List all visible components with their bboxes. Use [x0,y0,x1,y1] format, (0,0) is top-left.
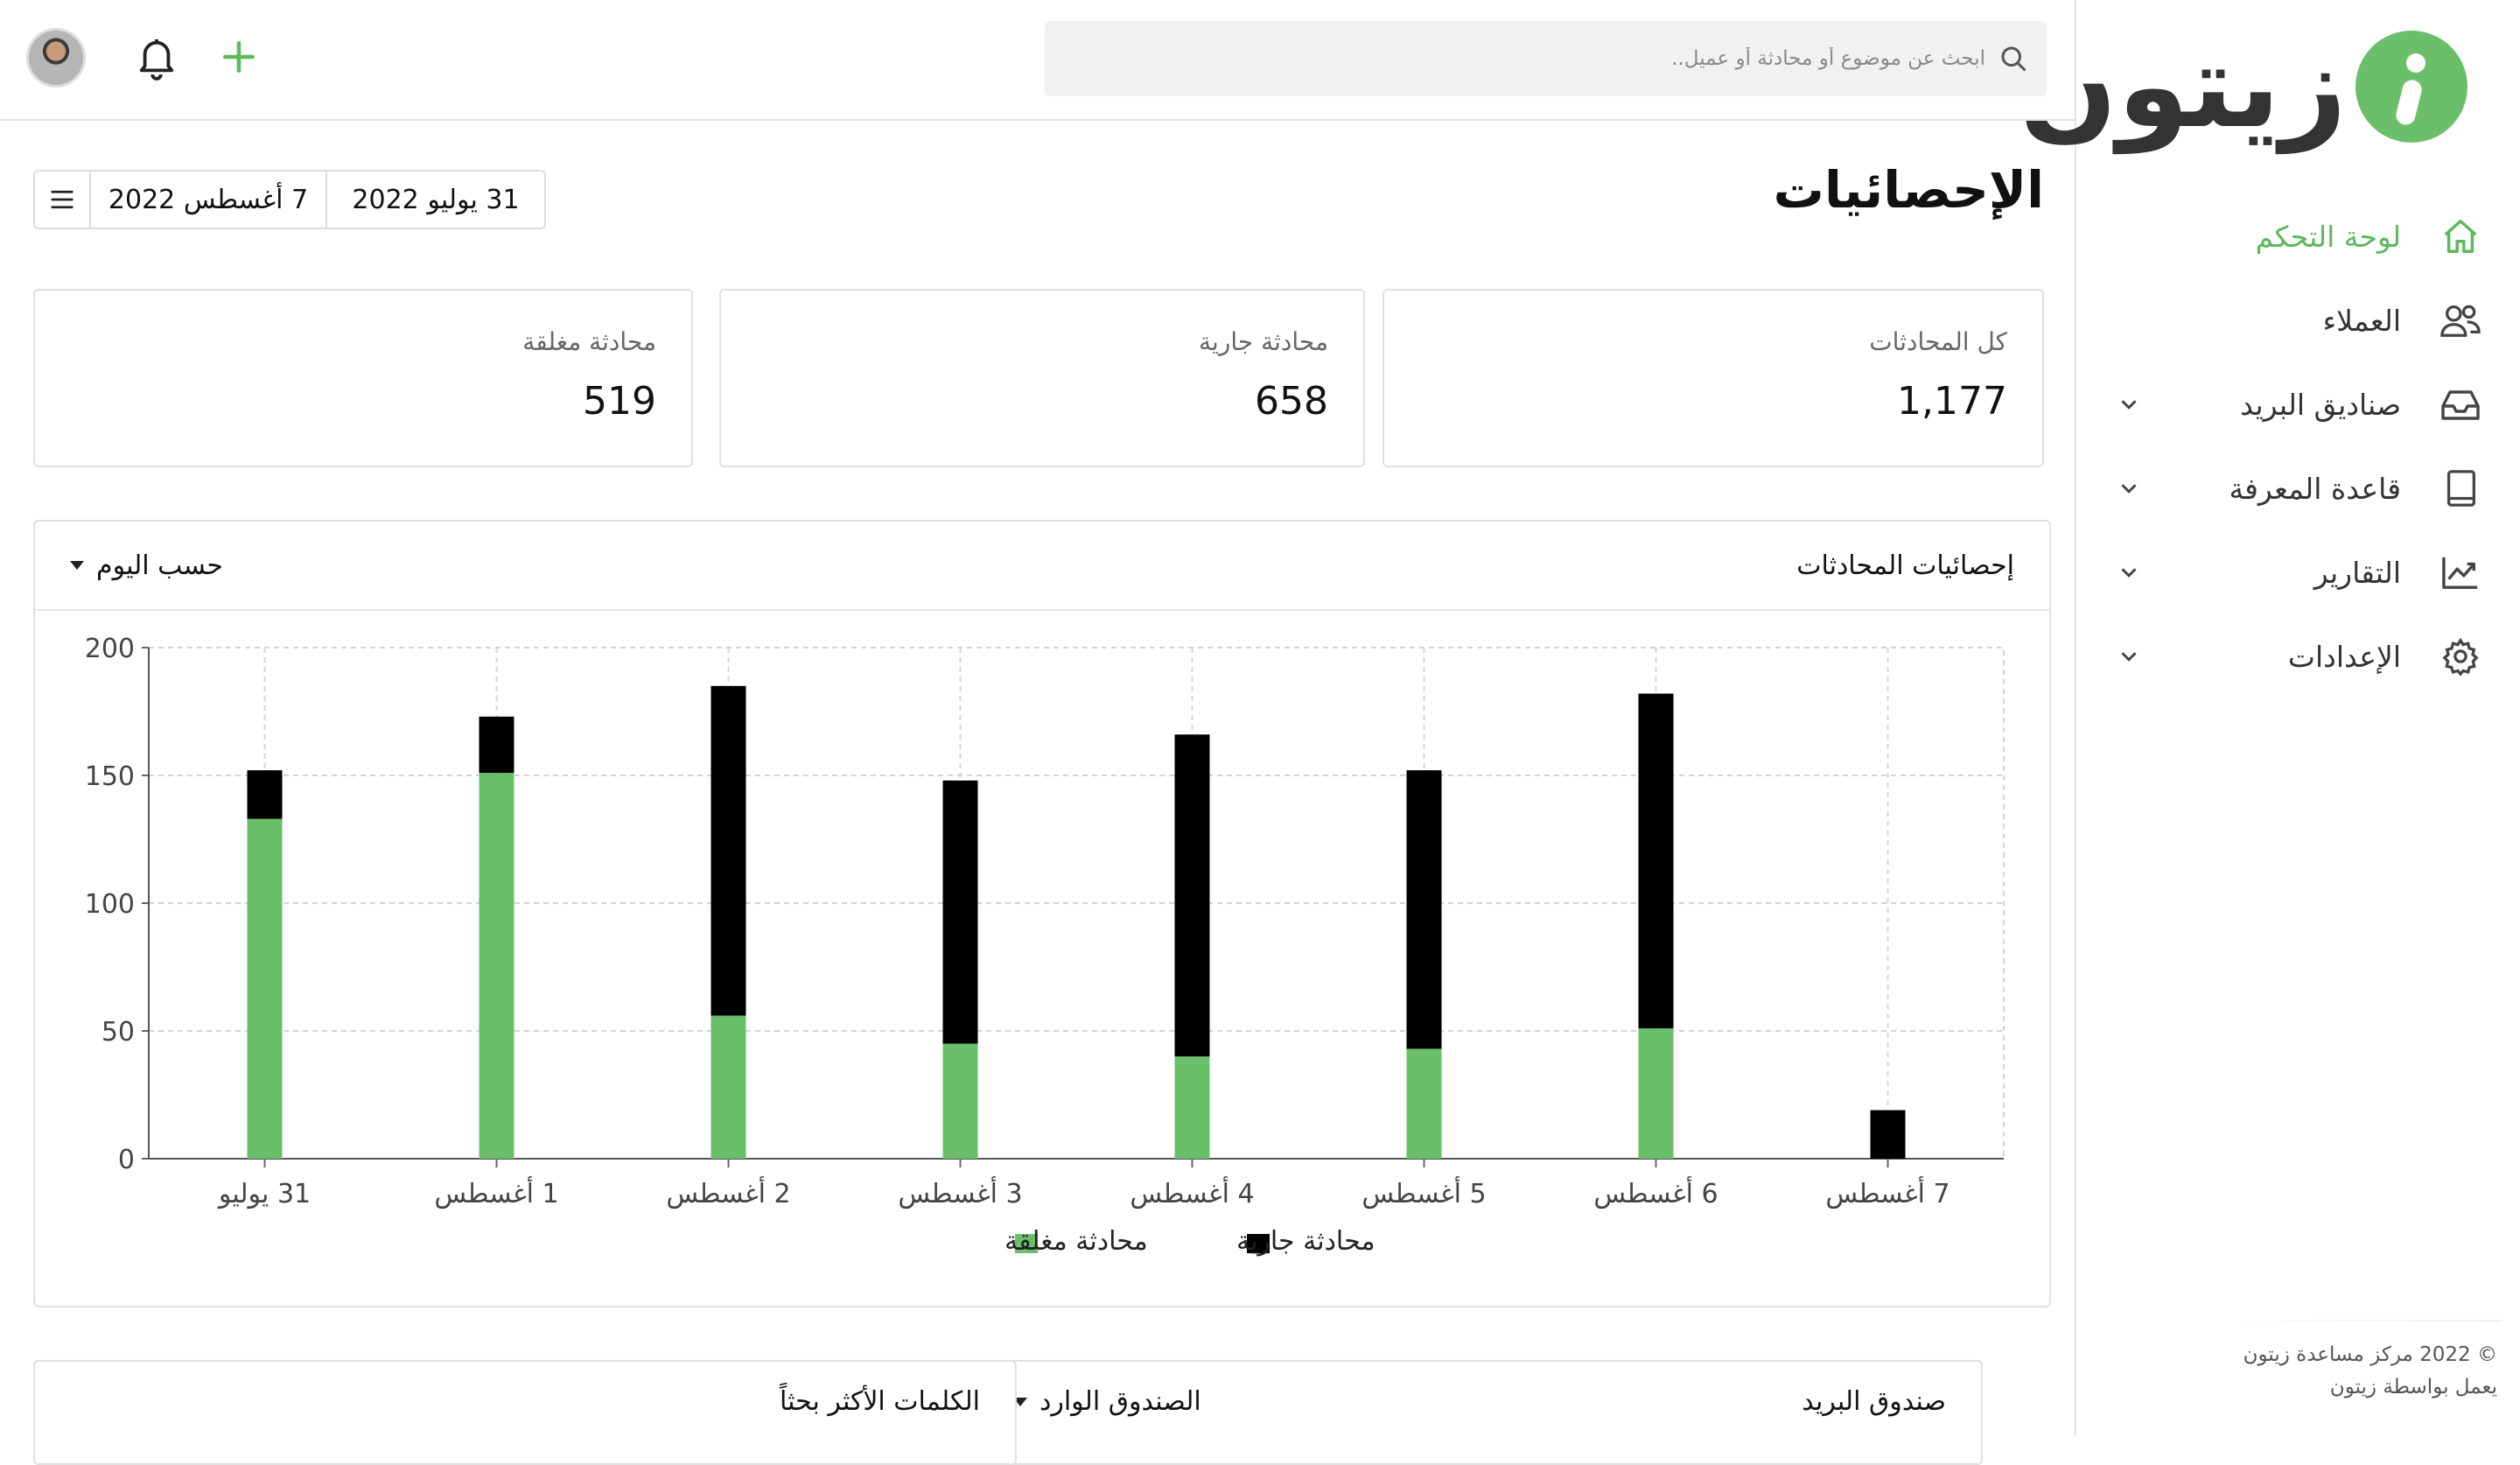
x-tick-label: 4 أغسطس [1130,1175,1254,1209]
caret-down-icon [70,561,84,570]
date-range-picker[interactable]: 31 يوليو 2022 7 أغسطس 2022 [33,170,546,229]
top-bar [0,0,2075,121]
sidebar-footer-divider [2214,1320,2502,1321]
group-by-select[interactable]: حسب اليوم [70,550,223,581]
stat-value: 519 [583,379,656,424]
x-tick-label: 5 أغسطس [1362,1175,1486,1209]
bar-ongoing [247,770,283,819]
sidebar-item-reports[interactable]: التقارير [2075,530,2520,614]
stat-label: محادثة جارية [1199,327,1328,356]
chart-title: إحصائيات المحادثات [1796,550,2014,581]
bar-closed [1638,1028,1674,1159]
legend-label: محادثة مغلقة [1004,1226,1148,1257]
stat-card-closed: محادثة مغلقة 519 [33,289,693,467]
caret-down-icon [1013,1397,1027,1406]
powered-by-text: يعمل بواسطة زيتون [2329,1376,2497,1399]
mailbox-title: صندوق البريد [1802,1386,1946,1417]
gear-icon [2438,634,2483,679]
sidebar-item-label: العملاء [2322,303,2401,338]
bar-closed [1174,1056,1210,1159]
sidebar-item-label: صناديق البريد [2240,387,2401,422]
brand-mark-icon [2356,31,2468,143]
x-tick-label: 3 أغسطس [898,1175,1022,1209]
bar-closed [247,818,283,1159]
sidebar-item-mailboxes[interactable]: صناديق البريد [2075,362,2520,446]
keywords-card: الكلمات الأكثر بحثاً [33,1360,1017,1465]
group-by-value: حسب اليوم [96,550,223,581]
bell-icon[interactable] [136,35,177,81]
search-icon [2001,46,2026,72]
x-tick-label: 2 أغسطس [666,1175,790,1209]
stat-value: 1,177 [1897,379,2007,424]
inbox-icon [2438,382,2483,427]
sidebar-item-customers[interactable]: العملاء [2075,278,2520,362]
sidebar-nav: لوحة التحكم العملاء صناديق البريد قاعد [2075,194,2520,698]
sidebar-item-label: قاعدة المعرفة [2229,471,2401,506]
y-tick-label: 100 [85,889,135,920]
y-tick-label: 0 [118,1145,135,1175]
date-from[interactable]: 31 يوليو 2022 [326,172,544,228]
home-icon [2438,214,2483,259]
sidebar-item-label: التقارير [2314,555,2401,590]
stacked-bar-chart: 0 50 100 150 200 31 يوليو 1 أغسطس 2 أغسطس 3 أغسط… [85,634,2005,1257]
bar-ongoing [1638,693,1674,1029]
chevron-down-icon[interactable] [2116,475,2142,501]
x-tick-label: 1 أغسطس [434,1175,558,1209]
plus-icon[interactable] [220,39,257,75]
page-title: الإحصائيات [1773,160,2044,220]
copyright-text: © 2022 مركز مساعدة زيتون [2243,1343,2497,1367]
bar-ongoing [1870,1110,1906,1159]
bar-ongoing [710,685,746,1016]
sidebar-item-dashboard[interactable]: لوحة التحكم [2075,194,2520,278]
legend-label: محادثة جارية [1236,1226,1376,1257]
stat-label: محادثة مغلقة [522,327,656,356]
sidebar: زيتون لوحة التحكم العملاء صناديق الب [2019,0,2520,1435]
bar-closed [942,1043,978,1159]
date-to[interactable]: 7 أغسطس 2022 [89,172,326,228]
x-tick-label: 7 أغسطس [1825,1175,1950,1209]
mailbox-card: صندوق البريد الصندوق الوارد [976,1360,1983,1465]
avatar[interactable] [26,28,86,88]
chevron-down-icon[interactable] [2116,391,2142,417]
date-menu-button[interactable] [35,172,89,228]
mailbox-select[interactable]: الصندوق الوارد [1013,1386,1201,1417]
chart-line-icon [2438,550,2483,595]
sidebar-item-knowledge-base[interactable]: قاعدة المعرفة [2075,446,2520,530]
bar-closed [1406,1048,1442,1159]
y-tick-label: 50 [102,1017,135,1048]
bar-closed [710,1015,746,1159]
bar-ongoing [479,716,514,774]
stat-value: 658 [1255,379,1328,424]
sidebar-item-label: لوحة التحكم [2255,219,2401,254]
search-input[interactable] [1123,32,1998,85]
stat-label: كل المحادثات [1869,327,2007,356]
x-tick-label: 31 يوليو [217,1179,311,1209]
stat-card-ongoing: محادثة جارية 658 [719,289,1365,467]
y-tick-label: 200 [85,634,135,664]
y-tick-label: 150 [85,761,135,792]
keywords-title: الكلمات الأكثر بحثاً [779,1386,980,1417]
stat-card-all: كل المحادثات 1,177 [1382,289,2044,467]
sidebar-item-settings[interactable]: الإعدادات [2075,614,2520,698]
x-tick-label: 6 أغسطس [1593,1175,1718,1209]
brand-logo[interactable]: زيتون [2019,21,2468,152]
mailbox-selected: الصندوق الوارد [1040,1386,1201,1417]
conversations-chart-card: إحصائيات المحادثات حسب اليوم 0 50 100 150 20… [33,520,2051,1307]
sidebar-item-label: الإعدادات [2287,639,2401,674]
legend-swatch [1247,1234,1270,1253]
sidebar-footer: © 2022 مركز مساعدة زيتون يعمل بواسطة زيت… [2244,1339,2497,1404]
search-box[interactable] [1045,21,2047,96]
chevron-down-icon[interactable] [2116,559,2142,585]
bar-ongoing [942,780,978,1044]
bar-ongoing [1406,770,1442,1049]
bar-closed [479,773,514,1159]
menu-icon [51,190,74,209]
legend-swatch [1015,1234,1038,1253]
bar-ongoing [1174,734,1210,1057]
book-icon [2438,466,2483,511]
chart-header: إحصائيات المحادثات حسب اليوم [35,522,2049,611]
chevron-down-icon[interactable] [2116,643,2142,669]
users-icon [2438,298,2483,343]
